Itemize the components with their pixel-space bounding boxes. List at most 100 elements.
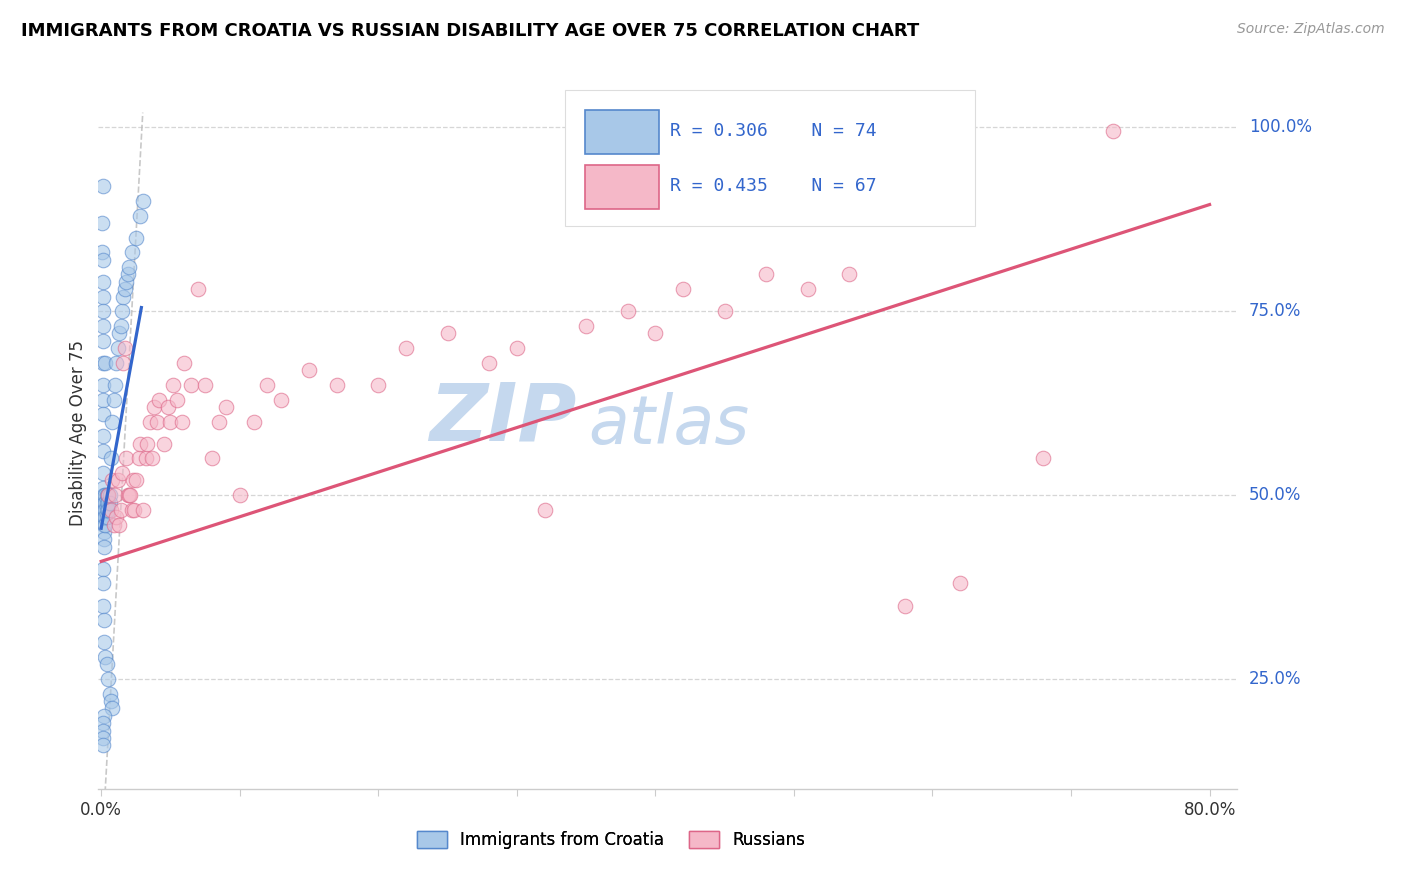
Point — [838, 268, 860, 282]
Text: 75.0%: 75.0% — [1249, 302, 1301, 320]
Point — [91, 466, 114, 480]
Point — [96, 488, 118, 502]
Point — [90, 216, 112, 230]
Point — [949, 576, 972, 591]
FancyBboxPatch shape — [585, 165, 659, 210]
Point — [101, 415, 124, 429]
Point — [91, 599, 114, 613]
Point — [148, 392, 170, 407]
Point — [124, 503, 146, 517]
Point — [91, 576, 114, 591]
Point — [96, 510, 118, 524]
Point — [107, 341, 129, 355]
Point — [100, 503, 122, 517]
Point — [101, 701, 124, 715]
Point — [173, 356, 195, 370]
Point — [135, 451, 157, 466]
Point — [122, 474, 145, 488]
Point — [97, 488, 120, 502]
Point — [98, 687, 121, 701]
Point — [91, 444, 114, 458]
Point — [128, 451, 150, 466]
Text: 25.0%: 25.0% — [1249, 670, 1301, 688]
Point — [114, 341, 136, 355]
Point — [100, 451, 122, 466]
Point — [395, 341, 418, 355]
Text: IMMIGRANTS FROM CROATIA VS RUSSIAN DISABILITY AGE OVER 75 CORRELATION CHART: IMMIGRANTS FROM CROATIA VS RUSSIAN DISAB… — [21, 22, 920, 40]
Point — [91, 334, 114, 348]
Point — [108, 326, 131, 341]
Point — [111, 466, 134, 480]
Point — [91, 304, 114, 318]
Point — [94, 356, 117, 370]
Point — [713, 304, 735, 318]
Point — [132, 194, 155, 208]
Point — [256, 377, 278, 392]
Point — [103, 392, 125, 407]
Point — [91, 407, 114, 421]
Point — [93, 510, 115, 524]
Point — [91, 429, 114, 443]
Point — [797, 282, 820, 296]
Point — [138, 415, 160, 429]
Point — [367, 377, 389, 392]
Point — [91, 392, 114, 407]
Text: 50.0%: 50.0% — [1249, 486, 1301, 504]
Point — [93, 635, 115, 649]
Point — [270, 392, 292, 407]
Point — [129, 436, 152, 450]
Point — [117, 488, 139, 502]
Text: atlas: atlas — [588, 392, 749, 458]
Point — [101, 474, 124, 488]
Legend: Immigrants from Croatia, Russians: Immigrants from Croatia, Russians — [411, 824, 811, 856]
Point — [208, 415, 231, 429]
Text: 100.0%: 100.0% — [1249, 119, 1312, 136]
Point — [98, 495, 121, 509]
Point — [93, 524, 115, 539]
Point — [162, 377, 184, 392]
Point — [97, 672, 120, 686]
Point — [755, 268, 778, 282]
Point — [93, 533, 115, 547]
Point — [91, 356, 114, 370]
Point — [93, 613, 115, 627]
Point — [506, 341, 529, 355]
Point — [97, 495, 120, 509]
Point — [436, 326, 458, 341]
Text: R = 0.306    N = 74: R = 0.306 N = 74 — [671, 122, 877, 140]
Point — [121, 245, 143, 260]
Point — [93, 488, 115, 502]
Point — [110, 318, 132, 333]
Point — [107, 474, 129, 488]
Text: R = 0.435    N = 67: R = 0.435 N = 67 — [671, 178, 877, 195]
Point — [112, 356, 135, 370]
Point — [94, 503, 117, 517]
Point — [93, 517, 115, 532]
Point — [115, 275, 138, 289]
Point — [91, 723, 114, 738]
Point — [91, 731, 114, 745]
Point — [93, 709, 115, 723]
Point — [118, 260, 141, 274]
Point — [112, 289, 135, 303]
Text: ZIP: ZIP — [429, 379, 576, 458]
Point — [141, 451, 163, 466]
Point — [104, 488, 127, 502]
Point — [215, 400, 238, 414]
Point — [1101, 124, 1123, 138]
Point — [129, 209, 152, 223]
Point — [170, 415, 193, 429]
Point — [135, 436, 157, 450]
Point — [94, 650, 117, 665]
Point — [96, 503, 118, 517]
Point — [94, 495, 117, 509]
Point — [242, 415, 264, 429]
Point — [90, 245, 112, 260]
Point — [121, 503, 143, 517]
Point — [93, 495, 115, 509]
Point — [159, 415, 181, 429]
Point — [103, 517, 125, 532]
Point — [616, 304, 638, 318]
Point — [201, 451, 224, 466]
Text: Source: ZipAtlas.com: Source: ZipAtlas.com — [1237, 22, 1385, 37]
